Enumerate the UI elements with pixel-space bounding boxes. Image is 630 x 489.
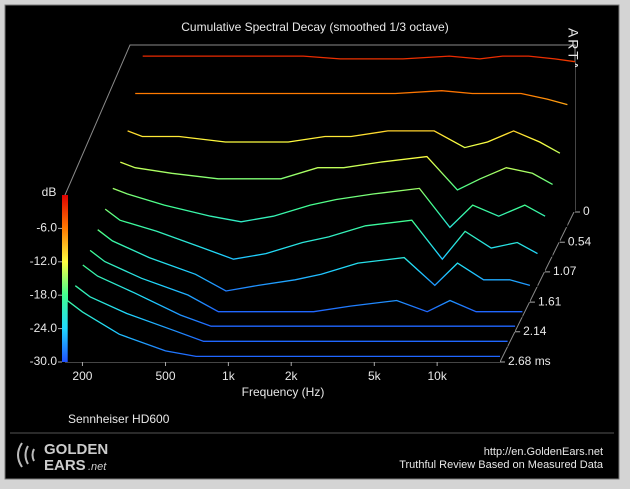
logo: GOLDEN EARS .net: [17, 441, 108, 474]
x-tick-label: 10k: [427, 369, 447, 383]
slice-line: [135, 90, 568, 106]
y-tick-label: -6.0: [36, 221, 57, 235]
slice-line: [112, 187, 546, 229]
colorbar: [62, 195, 68, 362]
x-tick-label: 1k: [222, 369, 236, 383]
x-tick-label: 2k: [285, 369, 299, 383]
y-tick-label: -30.0: [30, 354, 58, 368]
slice-line: [142, 55, 576, 63]
slice-line: [127, 130, 561, 154]
slice-line: [97, 229, 531, 292]
t-tick-label: 0: [583, 204, 590, 218]
t-tick-label: 2.68 ms: [508, 354, 551, 368]
y-tick-label: -18.0: [30, 287, 58, 301]
x-tick-label: 500: [156, 369, 176, 383]
logo-icon: [17, 442, 35, 468]
t-tick-label: 0.54: [568, 234, 592, 248]
plot-area: -6.0 -12.0 -18.0 -24.0 -30.0 200 500 1k 2k 5k 10k 0…: [30, 55, 592, 383]
x-axis-label: Frequency (Hz): [242, 385, 325, 399]
slice-line: [104, 208, 538, 261]
x-tick-label: 200: [72, 369, 92, 383]
t-tick-label: 2.14: [523, 324, 547, 338]
logo-bottom: EARS: [44, 457, 86, 474]
logo-top: GOLDEN: [44, 441, 108, 458]
slice-line: [67, 300, 500, 358]
colorbar-label: dB: [42, 185, 57, 199]
y-tick-label: -12.0: [30, 254, 58, 268]
slice-line: [74, 285, 508, 342]
x-tick-label: 5k: [368, 369, 382, 383]
slice-fill: [112, 188, 546, 272]
t-tick-label: 1.61: [538, 294, 562, 308]
slice-line: [89, 249, 523, 313]
y-tick-label: -24.0: [30, 321, 58, 335]
slice-line: [82, 264, 516, 327]
logo-suffix: .net: [88, 461, 107, 473]
annotation: Sennheiser HD600: [68, 412, 170, 426]
chart-title: Cumulative Spectral Decay (smoothed 1/3 …: [181, 20, 448, 34]
slice-fill: [97, 229, 530, 303]
slice-fill: [105, 209, 538, 287]
t-tick-label: 1.07: [553, 264, 577, 278]
footer-url: http://en.GoldenEars.net: [484, 446, 603, 458]
footer-tagline: Truthful Review Based on Measured Data: [399, 459, 604, 471]
slice-fill: [67, 300, 500, 362]
slice-line: [120, 155, 553, 191]
